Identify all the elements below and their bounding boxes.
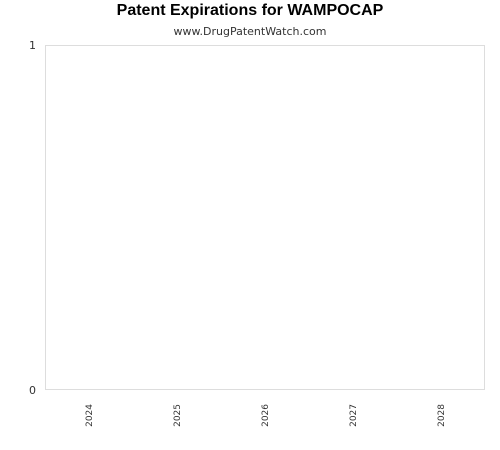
plot-area xyxy=(45,45,485,390)
chart-subtitle: www.DrugPatentWatch.com xyxy=(173,25,327,38)
x-tick-label: 2024 xyxy=(85,404,95,427)
x-tick-label: 2025 xyxy=(173,404,183,427)
x-tick-label: 2026 xyxy=(261,404,271,427)
x-axis: 2024 2025 2026 2027 2028 xyxy=(85,404,447,427)
x-tick-label: 2027 xyxy=(349,404,359,427)
chart-title: Patent Expirations for WAMPOCAP xyxy=(116,2,384,19)
x-tick-label: 2028 xyxy=(437,404,447,427)
y-axis: 01 xyxy=(29,39,36,397)
y-tick-label: 0 xyxy=(29,384,36,397)
y-tick-label: 1 xyxy=(29,39,36,52)
